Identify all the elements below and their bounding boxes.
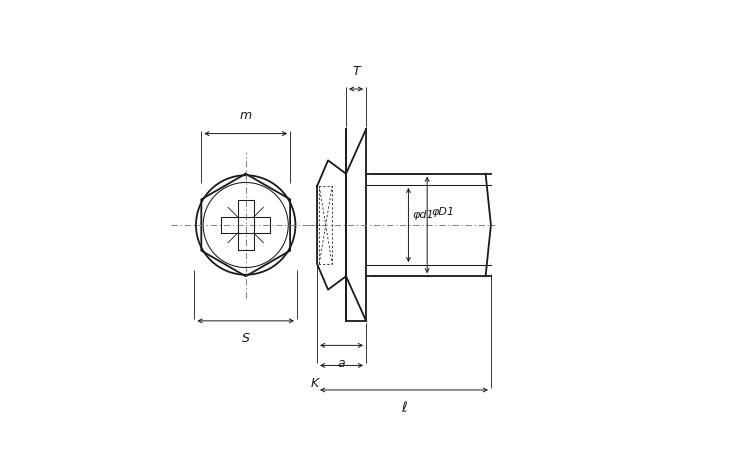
Text: φd1: φd1 — [413, 210, 434, 220]
Text: K: K — [310, 377, 319, 390]
Text: T: T — [352, 65, 360, 78]
Text: S: S — [242, 332, 250, 345]
Text: m: m — [240, 109, 252, 122]
Text: φD1: φD1 — [431, 207, 454, 217]
Text: ℓ: ℓ — [401, 401, 406, 415]
Text: a: a — [338, 356, 345, 369]
